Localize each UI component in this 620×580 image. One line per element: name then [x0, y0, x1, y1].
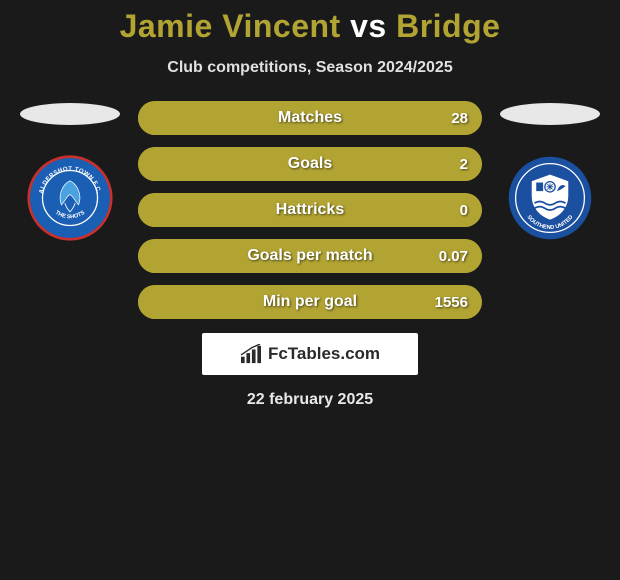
stat-label: Goals [288, 155, 332, 173]
page-title: Jamie Vincent vs Bridge [0, 8, 620, 45]
date-line: 22 february 2025 [0, 391, 620, 409]
title-vs: vs [350, 8, 387, 44]
stat-bar: Matches 28 [138, 101, 482, 135]
brand-text: FcTables.com [268, 344, 380, 364]
title-player-left: Jamie Vincent [120, 8, 341, 44]
stats-column: Matches 28 Goals 2 Hattricks 0 Goals per match… [138, 101, 482, 319]
stat-value-right: 0 [460, 202, 468, 219]
subtitle: Club competitions, Season 2024/2025 [0, 59, 620, 77]
stat-value-right: 28 [451, 110, 468, 127]
chart-icon [240, 344, 262, 364]
stat-label: Matches [278, 109, 342, 127]
club-badge-right: SOUTHEND UNITED [507, 155, 593, 241]
stat-label: Hattricks [276, 201, 344, 219]
left-column: ALDERSHOT TOWN F.C. THE SHOTS [20, 101, 120, 241]
stat-bar: Goals 2 [138, 147, 482, 181]
content-row: ALDERSHOT TOWN F.C. THE SHOTS Matches 28 G… [0, 101, 620, 319]
right-column: SOUTHEND UNITED [500, 101, 600, 241]
stat-label: Min per goal [263, 293, 357, 311]
player-right-ellipse [500, 103, 600, 125]
stat-label: Goals per match [247, 247, 372, 265]
comparison-card: Jamie Vincent vs Bridge Club competition… [0, 0, 620, 409]
club-badge-left: ALDERSHOT TOWN F.C. THE SHOTS [27, 155, 113, 241]
stat-value-right: 2 [460, 156, 468, 173]
stat-bar: Min per goal 1556 [138, 285, 482, 319]
stat-value-right: 1556 [435, 294, 468, 311]
player-left-ellipse [20, 103, 120, 125]
stat-bar: Goals per match 0.07 [138, 239, 482, 273]
stat-value-right: 0.07 [439, 248, 468, 265]
stat-bar: Hattricks 0 [138, 193, 482, 227]
title-player-right: Bridge [396, 8, 500, 44]
brand-box[interactable]: FcTables.com [202, 333, 418, 375]
